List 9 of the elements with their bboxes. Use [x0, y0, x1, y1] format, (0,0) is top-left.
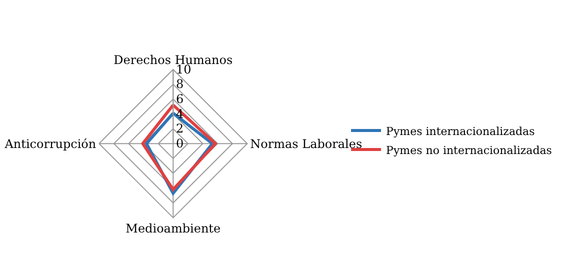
legend-label: Pymes no internacionalizadas — [386, 144, 552, 157]
y-tick-label: 2 — [176, 122, 184, 136]
legend-label: Pymes internacionalizadas — [386, 124, 536, 138]
spoke-label: Anticorrupción — [4, 136, 96, 151]
y-tick-label: 8 — [176, 77, 184, 92]
spoke-label: Medioambiente — [126, 222, 221, 236]
y-tick-label: 6 — [176, 92, 184, 106]
spoke-label: Normas Laborales — [250, 136, 362, 151]
y-tick-label: 0 — [176, 136, 184, 150]
